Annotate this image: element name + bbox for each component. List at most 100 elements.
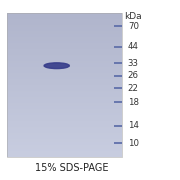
Bar [7, 119, 122, 121]
Bar [7, 136, 122, 137]
Bar [7, 88, 122, 89]
Bar [7, 98, 122, 99]
Bar [7, 153, 122, 154]
Bar [7, 69, 122, 70]
Bar [7, 26, 122, 27]
Bar [7, 80, 122, 81]
Ellipse shape [44, 63, 69, 69]
Bar [7, 123, 122, 124]
Bar [7, 128, 122, 129]
Bar [7, 104, 122, 105]
Bar [7, 141, 122, 142]
Bar [7, 64, 122, 65]
Bar [7, 137, 122, 139]
Bar [7, 122, 122, 123]
Bar [7, 37, 122, 38]
Bar [7, 45, 122, 46]
Bar [7, 130, 122, 131]
Bar [7, 129, 122, 130]
Bar [7, 154, 122, 155]
Bar [7, 142, 122, 143]
Bar [7, 95, 122, 97]
Bar [7, 115, 122, 116]
Bar [7, 61, 122, 62]
Bar [7, 113, 122, 115]
Bar [7, 13, 122, 157]
Bar [7, 38, 122, 39]
Bar [7, 31, 122, 32]
Bar [7, 152, 122, 153]
Text: 18: 18 [128, 98, 139, 107]
Bar [7, 19, 122, 20]
Bar [7, 112, 122, 113]
Bar [7, 111, 122, 112]
Bar [7, 117, 122, 118]
Bar [7, 27, 122, 28]
Text: 10: 10 [128, 139, 139, 148]
Text: 70: 70 [128, 22, 139, 31]
Bar [7, 74, 122, 75]
Bar [7, 83, 122, 85]
Bar [7, 55, 122, 56]
Bar [7, 81, 122, 82]
Bar [7, 14, 122, 15]
Bar [7, 20, 122, 21]
Bar [7, 49, 122, 50]
Bar [7, 110, 122, 111]
Bar [7, 155, 122, 157]
Bar [7, 32, 122, 33]
Text: 22: 22 [128, 84, 139, 93]
Bar [7, 47, 122, 49]
Bar [7, 56, 122, 57]
Bar [7, 23, 122, 25]
Bar [7, 97, 122, 98]
Bar [7, 100, 122, 101]
Bar [7, 145, 122, 146]
Text: 33: 33 [128, 59, 139, 68]
Bar [7, 131, 122, 133]
Bar [7, 62, 122, 63]
Bar [7, 133, 122, 134]
Bar [7, 77, 122, 79]
Bar [7, 87, 122, 88]
Bar [7, 68, 122, 69]
Bar [7, 73, 122, 74]
Bar [7, 39, 122, 40]
Bar [7, 76, 122, 77]
Bar [7, 94, 122, 95]
Bar [7, 105, 122, 106]
Bar [7, 116, 122, 117]
Bar [7, 75, 122, 76]
Bar [7, 65, 122, 67]
Bar [7, 58, 122, 59]
Bar [7, 44, 122, 45]
Bar [7, 53, 122, 55]
Bar [7, 79, 122, 80]
Bar [7, 35, 122, 37]
Text: kDa: kDa [124, 12, 142, 21]
Bar [7, 121, 122, 122]
Bar [7, 41, 122, 43]
Bar [7, 40, 122, 41]
Bar [7, 135, 122, 136]
Bar [7, 17, 122, 19]
Bar [7, 25, 122, 26]
Bar [7, 151, 122, 152]
Bar [7, 140, 122, 141]
Bar [7, 15, 122, 16]
Bar [7, 146, 122, 147]
Bar [7, 63, 122, 64]
Bar [7, 103, 122, 104]
Bar [7, 46, 122, 47]
Bar [7, 13, 122, 14]
Text: 26: 26 [128, 71, 139, 80]
Bar [7, 139, 122, 140]
Text: 14: 14 [128, 122, 139, 130]
Bar [7, 125, 122, 127]
Bar [7, 149, 122, 151]
Bar [7, 134, 122, 135]
Bar [7, 16, 122, 17]
Bar [7, 148, 122, 149]
Bar [7, 51, 122, 52]
Text: 44: 44 [128, 42, 139, 51]
